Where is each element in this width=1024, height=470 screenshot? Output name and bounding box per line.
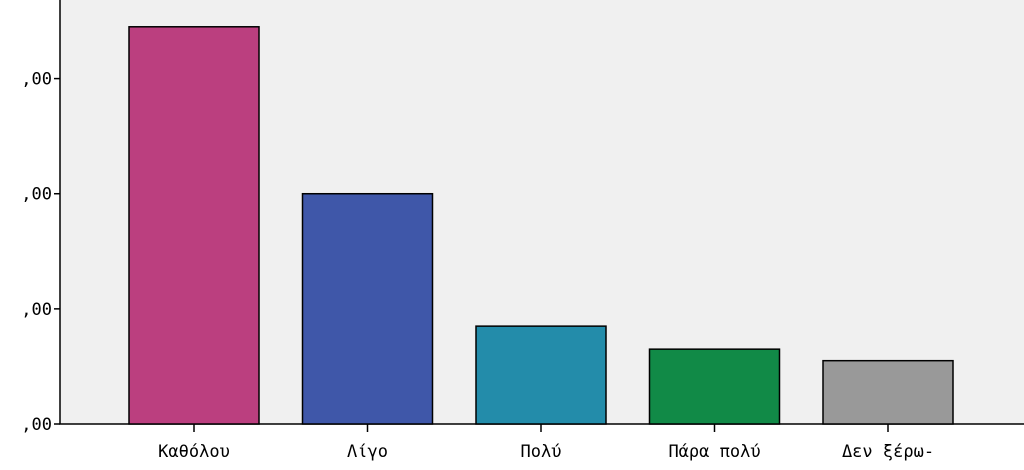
y-tick-label: ,00 xyxy=(21,70,52,90)
x-tick-label: Δεν ξέρω- xyxy=(842,442,934,462)
bar xyxy=(475,325,607,425)
y-tick-label: ,00 xyxy=(21,185,52,205)
x-tick-label: Καθόλου xyxy=(158,442,230,462)
bar-series xyxy=(128,26,954,425)
y-axis: ,00 ,00 ,00 ,00 xyxy=(21,70,60,435)
bar xyxy=(128,26,260,425)
bar xyxy=(648,348,781,425)
x-tick-label: Λίγο xyxy=(347,442,388,462)
bar xyxy=(301,192,434,425)
x-axis: Καθόλου Λίγο Πολύ Πάρα πολύ Δεν ξέρω- xyxy=(158,424,934,462)
x-tick-label: Πάρα πολύ xyxy=(668,442,760,462)
y-tick-label: ,00 xyxy=(21,415,52,435)
y-tick-label: ,00 xyxy=(21,300,52,320)
x-tick-label: Πολύ xyxy=(521,442,562,462)
bar xyxy=(822,359,954,425)
